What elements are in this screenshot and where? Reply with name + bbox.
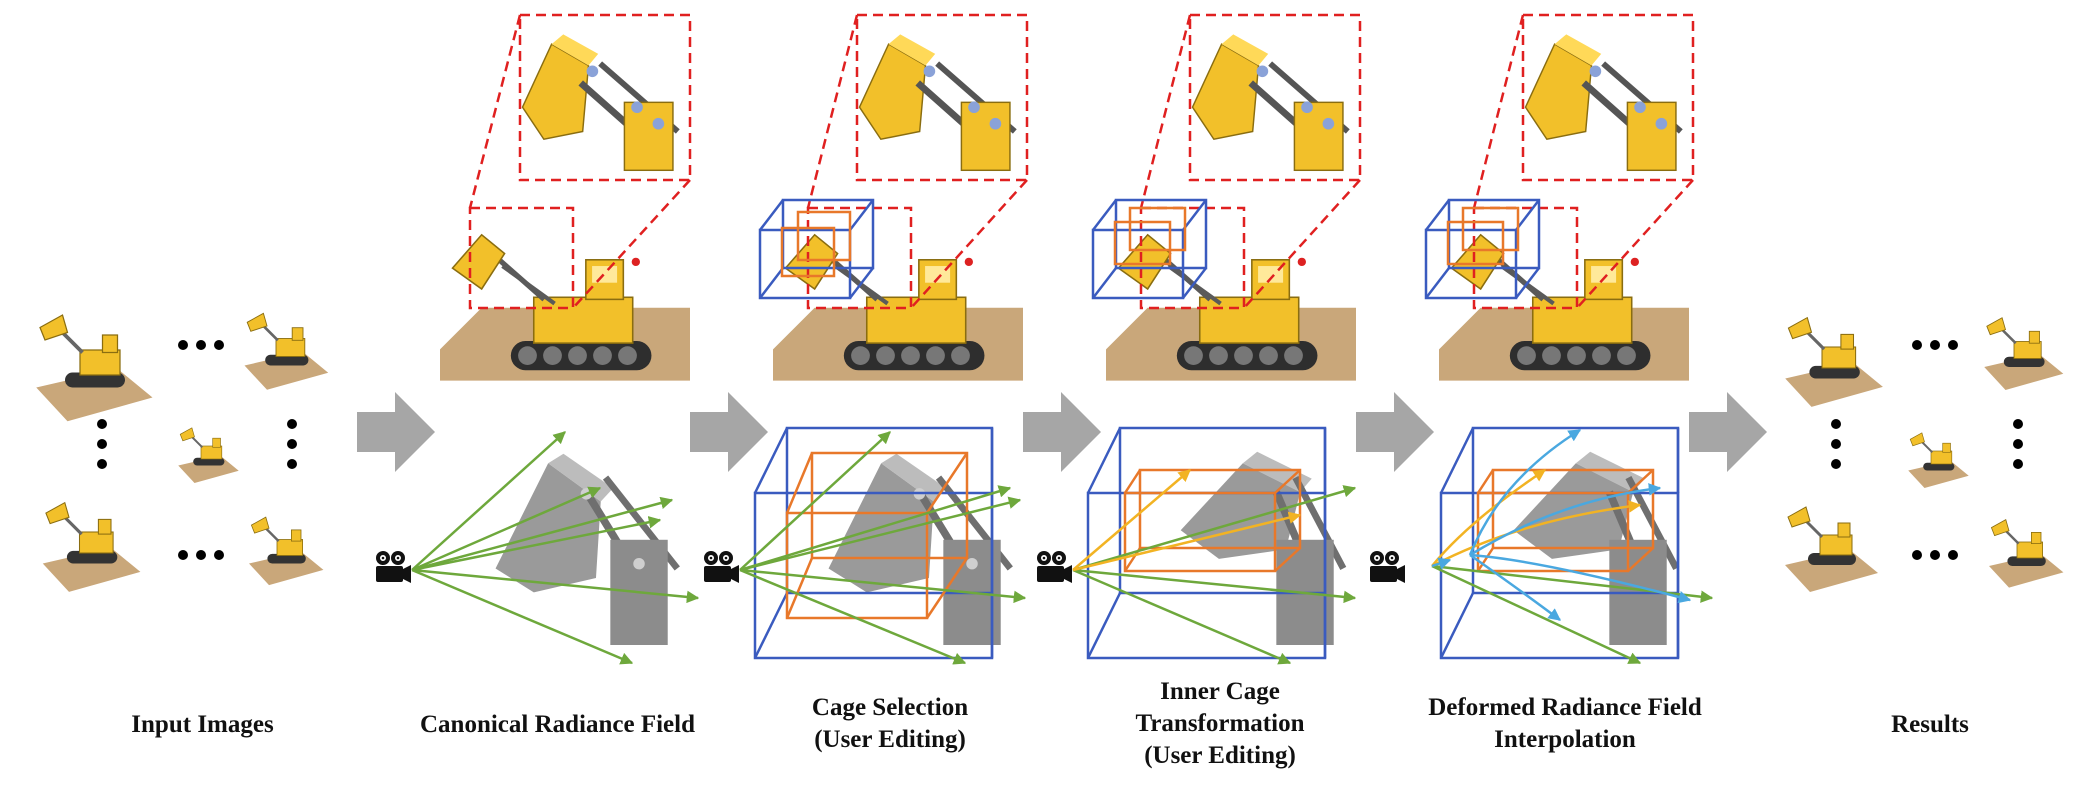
transformed-rays <box>1072 469 1302 572</box>
caption-line: Input Images <box>131 711 274 738</box>
caption-cage-selection: Cage Selection (User Editing) <box>770 692 1010 756</box>
input-image <box>40 500 143 594</box>
caption-line: Inner Cage <box>1160 678 1280 705</box>
result-image <box>1783 505 1880 594</box>
zoom-box <box>468 13 692 310</box>
input-image <box>242 311 330 392</box>
camera-icon <box>1370 551 1405 583</box>
stage-arrow-icon <box>357 392 1767 472</box>
caption-results: Results <box>1860 709 2000 741</box>
inner-cage <box>1123 468 1302 573</box>
zoom-box <box>806 13 1029 310</box>
zoom-image <box>523 34 678 170</box>
zoom-image <box>1526 34 1681 170</box>
input-image <box>34 313 155 424</box>
result-image <box>1982 315 2065 392</box>
caption-deformed: Deformed Radiance Field Interpolation <box>1400 692 1730 756</box>
ellipsis-icon <box>1831 340 2023 560</box>
caption-line: Cage Selection <box>811 694 969 721</box>
interpolated-rays <box>1431 468 1642 568</box>
ellipsis-icon <box>97 340 297 560</box>
caption-canonical: Canonical Radiance Field <box>380 709 735 741</box>
canonical-stage <box>376 13 700 665</box>
camera-rays <box>411 431 700 665</box>
caption-line: (User Editing) <box>1144 742 1296 769</box>
inner-cage <box>1446 206 1520 266</box>
caption-line: Deformed Radiance Field <box>1428 694 1702 721</box>
cage-selection-stage <box>704 13 1029 665</box>
camera-icon <box>376 551 411 583</box>
zoom-box <box>1472 13 1695 310</box>
deformed-stage <box>1370 13 1714 665</box>
camera-icon <box>704 551 739 583</box>
caption-line: Canonical Radiance Field <box>419 711 695 738</box>
caption-line: (User Editing) <box>814 726 966 753</box>
caption-inner-cage: Inner Cage Transformation (User Editing) <box>1105 676 1335 772</box>
zoom-image <box>860 34 1015 170</box>
zoom-box <box>1139 13 1362 310</box>
interpolated-rays <box>1431 428 1692 622</box>
radiance-field-image <box>829 454 1011 645</box>
input-images-panel <box>34 311 330 594</box>
result-image <box>1783 315 1885 409</box>
camera-rays <box>1072 485 1357 665</box>
caption-input-images: Input Images <box>80 709 325 741</box>
caption-line: Interpolation <box>1494 726 1636 753</box>
caption-line: Results <box>1891 711 1969 738</box>
outer-cage <box>1091 198 1208 300</box>
camera-rays <box>739 431 1027 665</box>
inner-cage <box>1113 206 1187 266</box>
result-image <box>1987 518 2065 589</box>
input-image <box>247 515 325 587</box>
camera-icon <box>1037 551 1072 583</box>
results-panel <box>1783 315 2065 594</box>
inner-cage <box>780 210 852 278</box>
input-image <box>176 426 240 485</box>
zoom-image <box>1193 34 1348 170</box>
result-image <box>1906 431 1970 490</box>
caption-line: Transformation <box>1135 710 1305 737</box>
inner-cage-stage <box>1037 13 1362 665</box>
